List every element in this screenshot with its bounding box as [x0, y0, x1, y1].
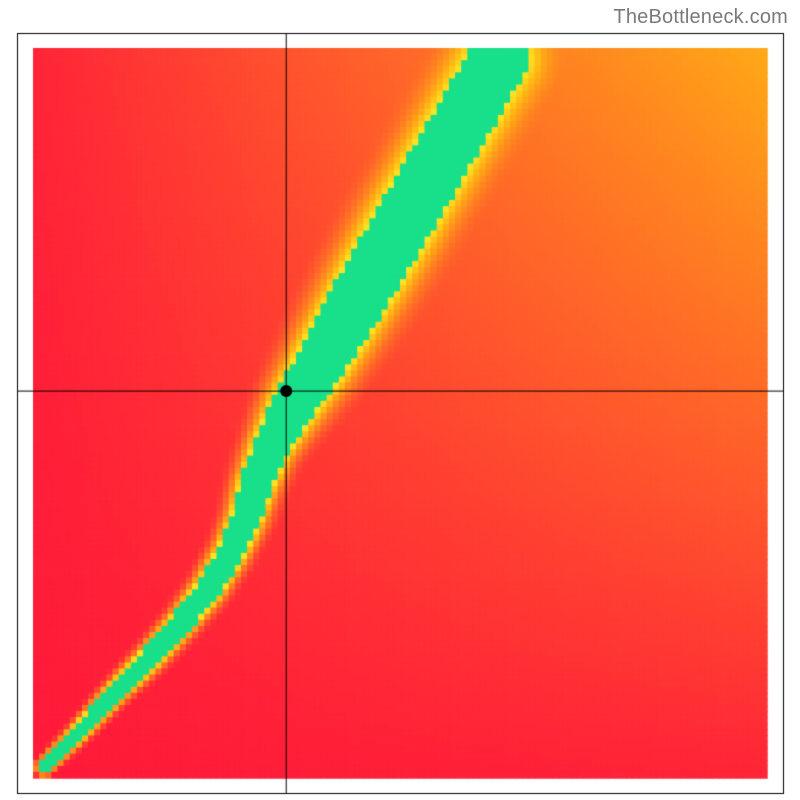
bottleneck-heatmap-canvas [0, 0, 800, 800]
watermark-text: TheBottleneck.com [613, 6, 788, 29]
